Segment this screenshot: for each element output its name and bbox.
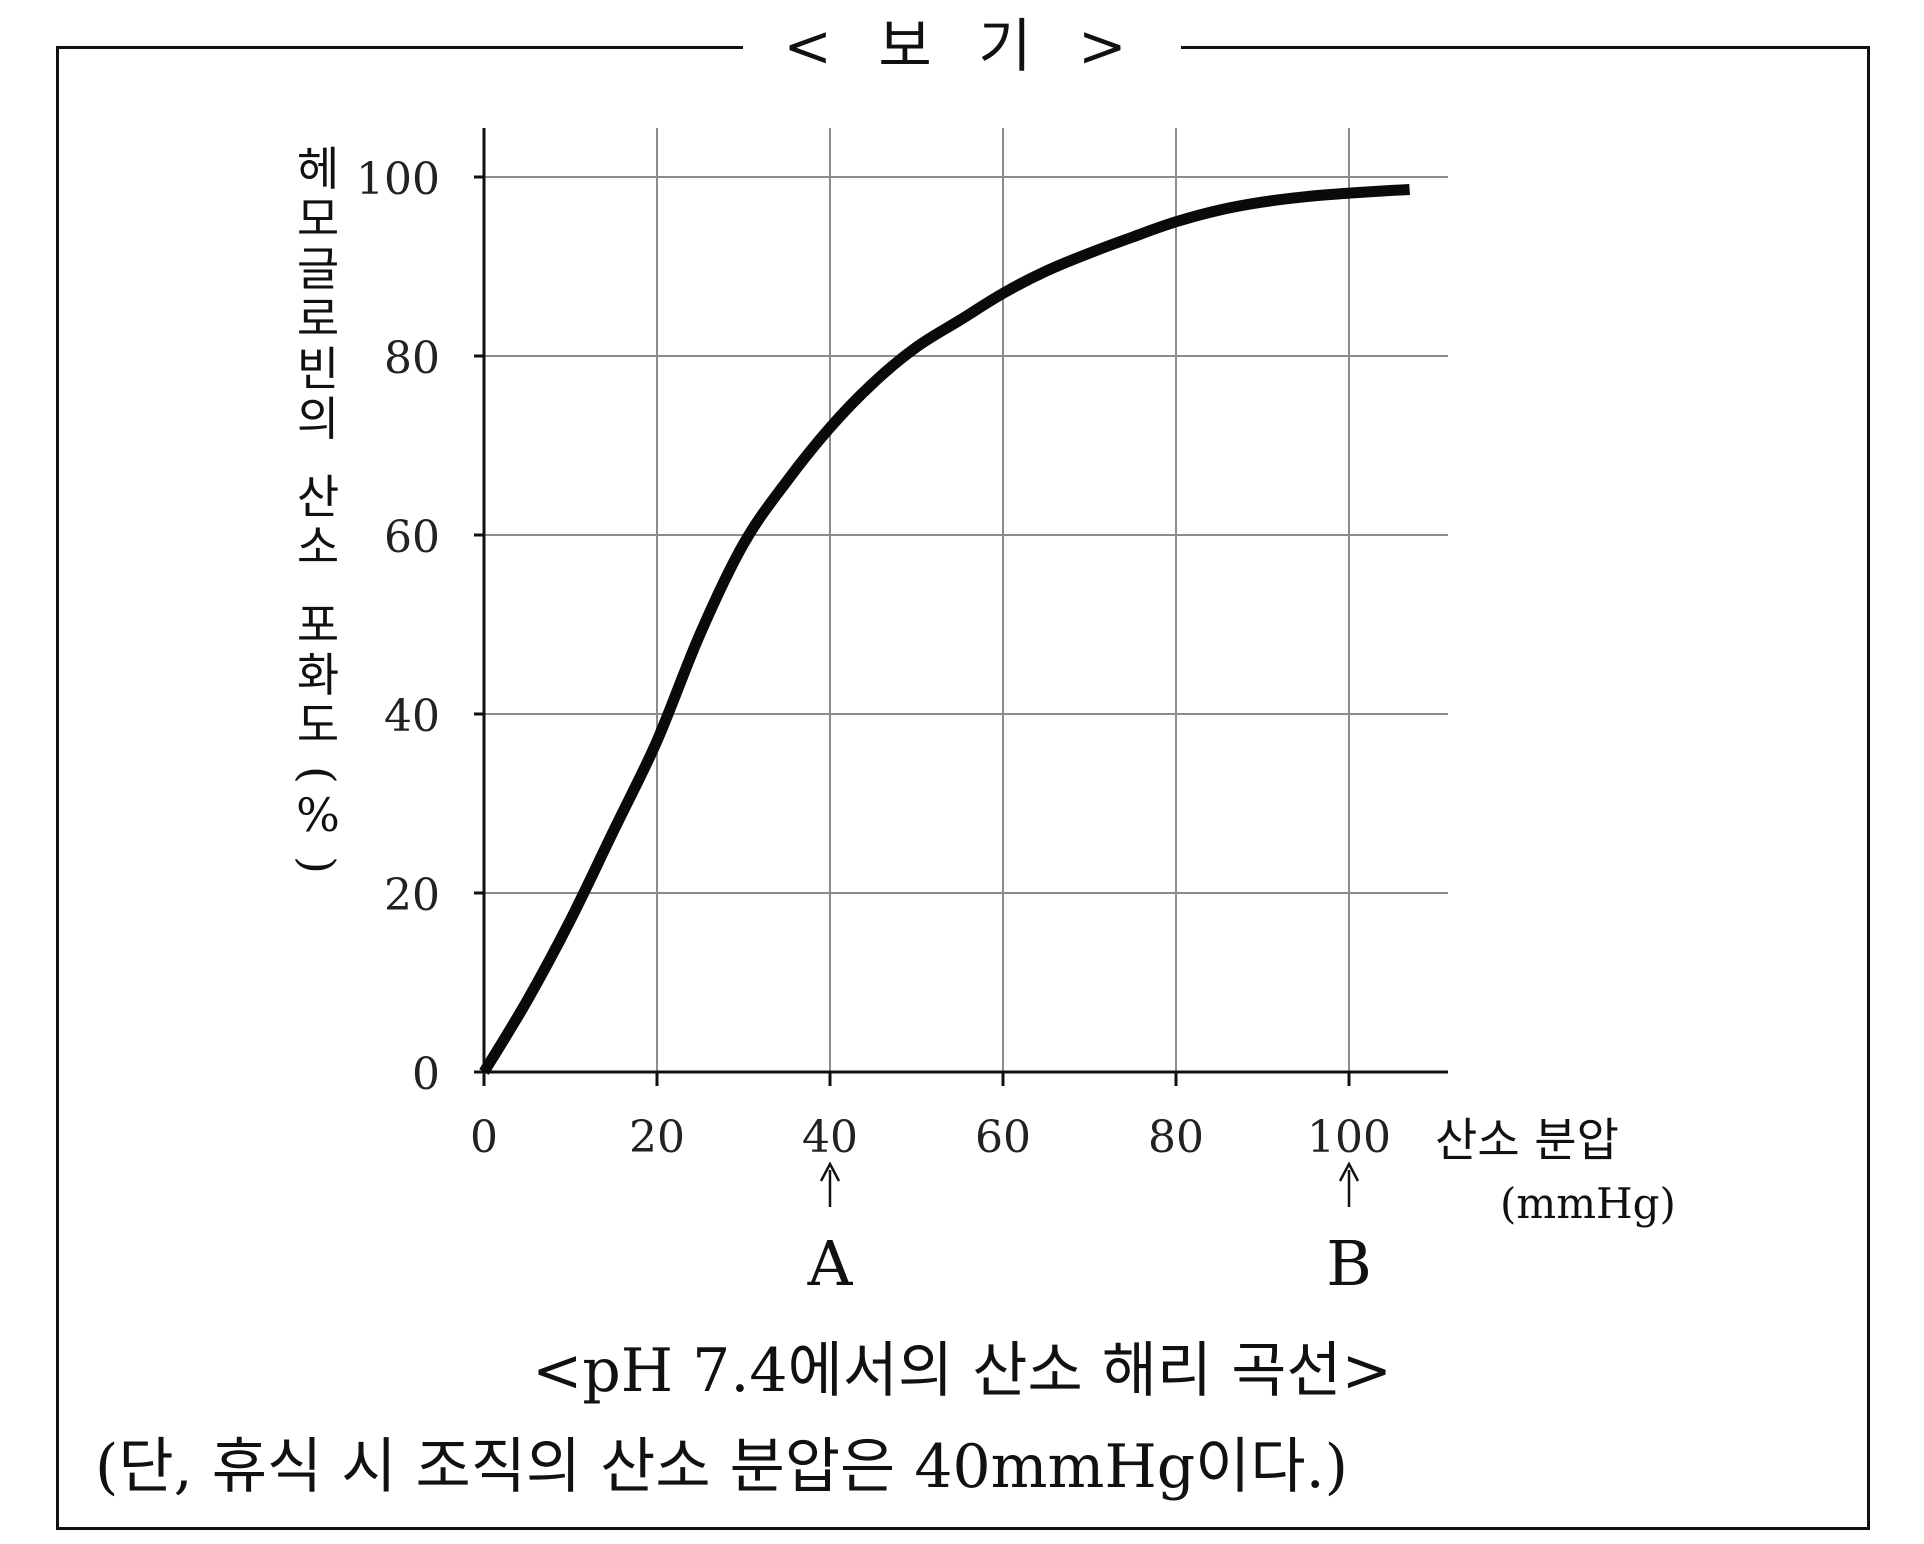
y-axis-label-char: 글 — [297, 242, 339, 296]
marker-b-arrow-head — [1338, 1161, 1360, 1182]
y-axis-label-char: 빈 — [297, 342, 339, 396]
y-tick-label: 80 — [384, 333, 440, 384]
box-title-wrap: < 보 기 > — [0, 4, 1924, 88]
x-tick-label: 80 — [1148, 1112, 1204, 1163]
x-axis-label: 산소 분압 — [1435, 1113, 1619, 1167]
marker-a-label: A — [807, 1227, 854, 1300]
marker-a-arrow-head — [819, 1161, 841, 1182]
saturation-curve — [479, 184, 1410, 1075]
axes — [482, 128, 1448, 1082]
y-axis-label-char: 헤 — [297, 142, 339, 196]
y-axis-label-char: 산 — [297, 470, 339, 524]
y-tick-label: 0 — [412, 1049, 440, 1100]
x-tick-label: 20 — [629, 1112, 685, 1163]
y-axis-label-char: 화 — [297, 648, 339, 702]
y-tick-label: 20 — [384, 870, 440, 921]
marker-b-label: B — [1326, 1227, 1372, 1300]
y-axis-label-char: 로 — [297, 292, 339, 346]
x-axis-unit: (mmHg) — [1500, 1179, 1676, 1228]
condition-note: (단, 휴식 시 조직의 산소 분압은 40mmHg이다.) — [95, 1432, 1349, 1502]
y-axis-label-char: ) — [291, 856, 345, 874]
x-tick-label: 0 — [470, 1112, 498, 1163]
y-axis-label-char: % — [296, 788, 340, 842]
y-axis-label-char: 포 — [297, 598, 339, 652]
y-axis-label-char: 소 — [297, 520, 339, 574]
y-axis-label-char: 모 — [297, 192, 339, 246]
y-tick-label: 40 — [384, 691, 440, 742]
y-tick-label: 60 — [384, 512, 440, 563]
x-tick-label: 60 — [975, 1112, 1031, 1163]
x-tick-label: 100 — [1307, 1112, 1391, 1163]
chart-caption: <pH 7.4에서의 산소 해리 곡선> — [532, 1336, 1392, 1406]
x-tick-label: 40 — [802, 1112, 858, 1163]
tick-labels: 0 20 40 60 80 100 0 20 40 60 80 100 — [356, 154, 1391, 1163]
y-tick-label: 100 — [356, 154, 440, 205]
y-axis-label-char: ( — [291, 766, 345, 784]
grid-lines — [474, 128, 1448, 1086]
y-axis-label-char: 도 — [297, 698, 339, 752]
box-title: < 보 기 > — [743, 4, 1181, 88]
y-axis-label-char: 의 — [297, 392, 339, 446]
